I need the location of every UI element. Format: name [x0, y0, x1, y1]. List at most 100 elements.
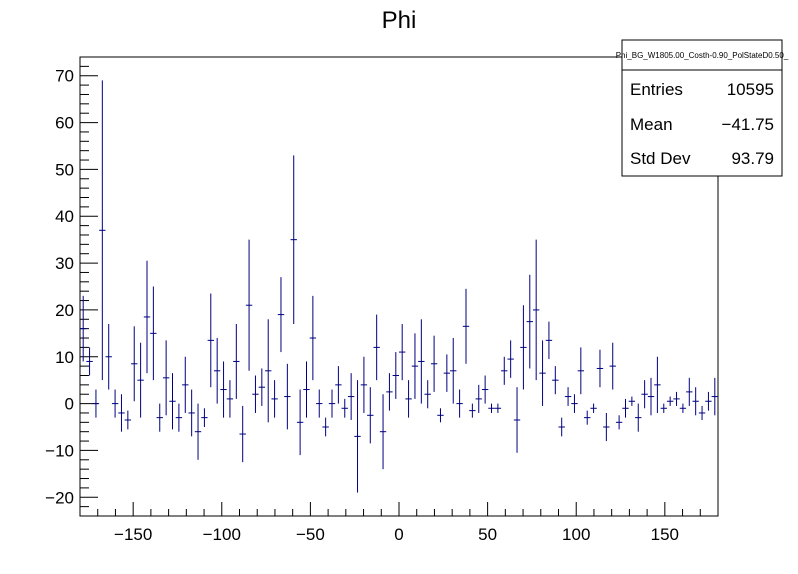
data-point	[609, 342, 616, 390]
data-point	[111, 389, 119, 418]
data-point	[571, 394, 578, 413]
x-axis: −150 −100 −50 0 50 100 150	[79, 502, 719, 544]
stats-entries-value: 10595	[727, 80, 774, 99]
data-point	[437, 408, 444, 423]
data-point	[335, 366, 342, 404]
data-point	[584, 410, 591, 425]
data-point	[124, 410, 132, 430]
data-point	[424, 380, 431, 409]
data-point	[271, 380, 278, 418]
data-point	[226, 380, 234, 418]
data-point	[284, 363, 291, 430]
data-point	[328, 389, 336, 418]
stats-box: Phi_BG_W1805.00_Costh-0.90_PolStateD0.50…	[616, 39, 789, 177]
data-point	[469, 403, 476, 418]
data-point	[705, 391, 712, 411]
data-point	[86, 347, 93, 376]
y-tick-label: −10	[45, 441, 74, 460]
data-point	[169, 373, 176, 430]
data-point	[360, 356, 368, 413]
data-point	[322, 417, 329, 437]
stats-box-frame	[621, 39, 783, 177]
data-point	[507, 340, 514, 378]
data-points	[80, 80, 718, 493]
data-point	[386, 373, 393, 411]
y-tick-label: 40	[55, 207, 74, 226]
data-point	[162, 340, 170, 416]
data-point	[450, 338, 457, 404]
data-point	[194, 403, 202, 460]
data-point	[666, 396, 674, 406]
data-point	[577, 347, 585, 395]
data-point	[488, 403, 495, 413]
data-point	[347, 373, 355, 420]
data-point	[481, 375, 489, 404]
data-point	[615, 415, 623, 430]
stats-mean-label: Mean	[630, 115, 673, 134]
data-point	[239, 405, 246, 463]
data-point	[105, 323, 112, 390]
y-tick-label: 20	[55, 301, 74, 320]
data-point	[520, 305, 527, 390]
data-point	[660, 403, 667, 413]
data-point	[354, 380, 361, 493]
data-point	[686, 377, 693, 406]
data-point	[175, 403, 183, 432]
data-point	[545, 321, 553, 360]
data-point	[628, 396, 636, 406]
y-tick-label: 30	[55, 254, 74, 273]
data-point	[258, 368, 266, 406]
data-point	[501, 356, 508, 385]
data-point	[309, 295, 317, 381]
y-tick-label: 10	[55, 348, 74, 367]
data-point	[405, 380, 412, 418]
data-point	[303, 361, 310, 418]
data-point	[277, 277, 285, 353]
data-point	[233, 323, 240, 399]
data-point	[80, 295, 87, 362]
data-point	[590, 403, 597, 413]
data-point	[143, 260, 151, 374]
data-point	[552, 366, 559, 395]
data-point	[513, 387, 521, 453]
data-point	[213, 338, 221, 404]
data-point	[131, 326, 138, 402]
data-point	[367, 387, 374, 444]
x-tick-label: 50	[478, 525, 497, 544]
data-point	[622, 398, 629, 418]
data-point	[188, 389, 195, 437]
stats-mean-value: −41.75	[722, 115, 774, 134]
y-tick-label: 50	[55, 160, 74, 179]
data-point	[430, 335, 438, 392]
data-point	[118, 394, 125, 432]
data-point	[443, 354, 451, 392]
x-tick-label: −100	[203, 525, 241, 544]
y-tick-label: 70	[55, 67, 74, 86]
data-point	[150, 286, 157, 381]
x-tick-label: 100	[562, 525, 590, 544]
data-point	[596, 349, 604, 388]
y-tick-label: 60	[55, 114, 74, 133]
data-point	[558, 417, 565, 437]
data-point	[698, 405, 706, 420]
x-tick-label: 150	[651, 525, 679, 544]
data-point	[462, 288, 470, 364]
data-point	[679, 403, 687, 413]
data-point	[201, 408, 208, 428]
data-point	[207, 293, 214, 388]
data-point	[673, 391, 680, 406]
data-point	[392, 352, 399, 399]
x-tick-label: −150	[114, 525, 152, 544]
data-point	[494, 403, 502, 413]
data-point	[379, 394, 387, 470]
data-point	[137, 342, 144, 418]
data-point	[220, 361, 227, 418]
data-point	[373, 314, 380, 381]
data-point	[252, 375, 259, 413]
y-tick-label: −20	[45, 488, 74, 507]
data-point	[399, 323, 406, 381]
data-point	[635, 403, 642, 432]
data-point	[475, 384, 482, 413]
data-point	[654, 356, 661, 413]
